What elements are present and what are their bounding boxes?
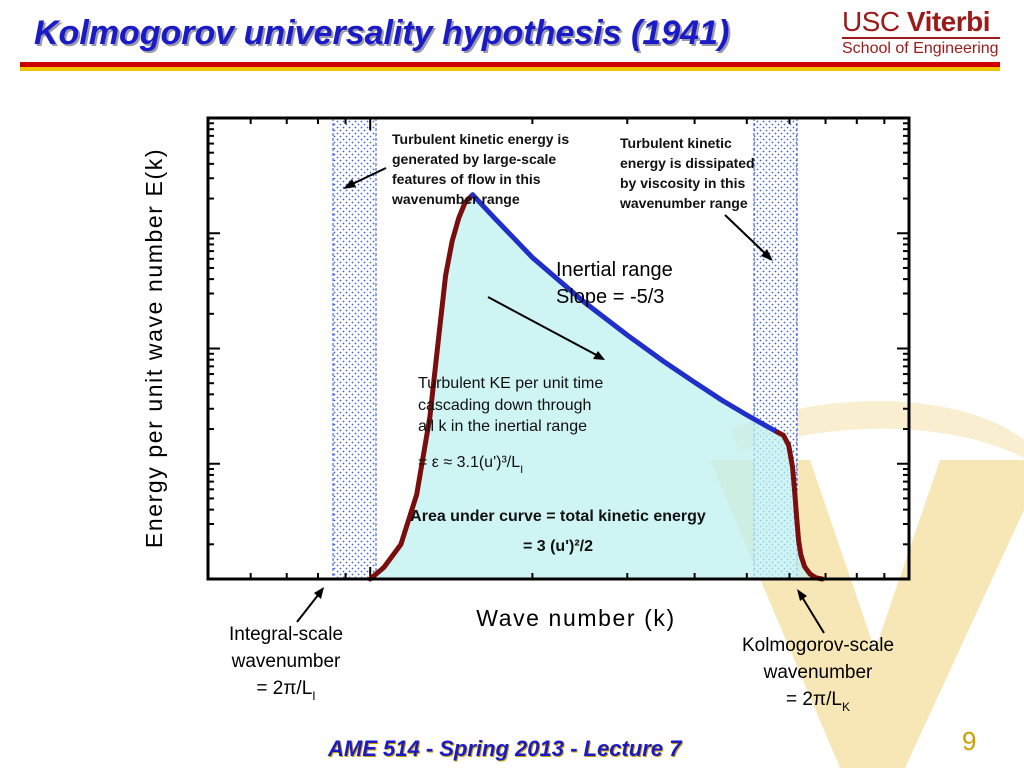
dissipation-annotation-line-1: Turbulent kinetic xyxy=(620,135,732,151)
title-rule-red xyxy=(20,62,1000,67)
kolmogorov-scale-subscript: K xyxy=(842,700,850,714)
title-rule-gold xyxy=(20,67,1000,71)
kolmogorov-scale-label-line-1: Kolmogorov-scale xyxy=(742,635,894,656)
integral-scale-arrowhead xyxy=(314,587,324,599)
spectrum-curve-production xyxy=(367,192,476,582)
production-annotation-line-1: Turbulent kinetic energy is xyxy=(392,131,569,147)
epsilon-formula-subscript: I xyxy=(520,464,523,476)
kolmogorov-scale-formula: = 2π/L xyxy=(786,689,842,710)
epsilon-formula: = ε ≈ 3.1(u')³/LI xyxy=(418,454,523,476)
dissipation-annotation-line-3: by viscosity in this xyxy=(620,175,745,191)
x-axis-label: Wave number (k) xyxy=(476,605,676,631)
production-annotation-line-4: wavenumber range xyxy=(391,191,520,207)
cascade-annotation-line-1: Turbulent KE per unit time xyxy=(418,375,603,392)
production-band xyxy=(333,118,376,579)
spectrum-curve-inertial xyxy=(470,192,780,435)
kolmogorov-scale-label-line-2: wavenumber xyxy=(763,662,873,683)
production-annotation-line-2: generated by large-scale xyxy=(392,151,556,167)
footer-course-label: AME 514 - Spring 2013 - Lecture 7 xyxy=(328,736,682,761)
logo-usc: USC xyxy=(842,6,900,37)
cascade-arrow xyxy=(487,296,603,359)
dissipation-annotation-line-4: wavenumber range xyxy=(619,195,748,211)
production-annotation-line-3: features of flow in this xyxy=(392,171,541,187)
usc-viterbi-logo: USC Viterbi School of Engineering xyxy=(838,4,1004,62)
dissipation-arrow xyxy=(724,214,771,259)
integral-scale-label-line-2: wavenumber xyxy=(231,651,341,672)
integral-scale-label-line-1: Integral-scale xyxy=(229,624,343,645)
logo-school: School of Engineering xyxy=(842,40,999,57)
area-annotation-line-1: Area under curve = total kinetic energy xyxy=(410,508,706,525)
logo-rule xyxy=(842,37,1000,39)
integral-scale-formula: = 2π/L xyxy=(256,678,312,699)
cascade-arrowhead xyxy=(593,351,605,360)
logo-wordmark: USC Viterbi xyxy=(842,6,991,38)
spectrum-curve-dissipation xyxy=(775,429,825,582)
production-arrowhead xyxy=(343,179,356,189)
area-annotation-line-2: = 3 (u')²/2 xyxy=(523,538,593,555)
integral-scale-label-line-3: = 2π/LI xyxy=(256,678,315,703)
plot-frame xyxy=(206,116,911,581)
cascade-annotation-line-2: cascading down through xyxy=(418,397,591,414)
page-number: 9 xyxy=(962,726,977,756)
kolmogorov-scale-arrow xyxy=(798,591,825,634)
dissipation-annotation-line-2: energy is dissipated xyxy=(620,155,755,171)
inertial-range-label: Inertial range xyxy=(556,259,673,281)
kolmogorov-scale-arrowhead xyxy=(797,589,807,601)
logo-viterbi: Viterbi xyxy=(906,6,991,37)
cascade-annotation-line-3: all k in the inertial range xyxy=(418,418,587,435)
slide-title: Kolmogorov universality hypothesis (1941… xyxy=(34,14,730,52)
area-under-curve xyxy=(370,194,823,580)
dissipation-arrowhead xyxy=(761,249,773,261)
integral-scale-subscript: I xyxy=(312,689,315,703)
kolmogorov-scale-label-line-3: = 2π/LK xyxy=(786,689,850,714)
epsilon-formula-text: = ε ≈ 3.1(u')³/L xyxy=(418,454,520,471)
inertial-slope-label: Slope = -5/3 xyxy=(556,286,664,308)
y-axis-label: Energy per unit wave number E(k) xyxy=(141,148,167,548)
